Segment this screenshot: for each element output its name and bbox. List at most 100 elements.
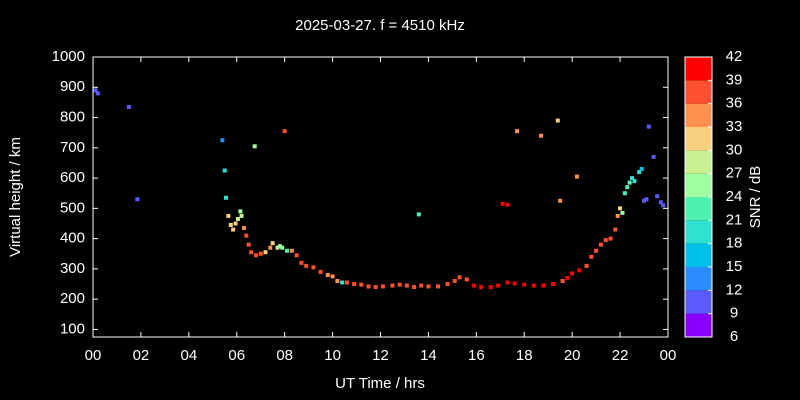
data-point — [464, 277, 469, 282]
data-point — [603, 238, 608, 243]
data-point — [560, 279, 565, 283]
y-tick-label: 700 — [60, 139, 85, 156]
data-point — [642, 198, 647, 203]
colorbar-tick-label: 30 — [726, 141, 743, 158]
data-point — [419, 283, 424, 288]
y-tick-label: 400 — [60, 230, 85, 247]
data-point — [244, 233, 249, 238]
data-point — [93, 88, 98, 93]
data-point — [304, 263, 309, 268]
data-point — [661, 203, 666, 208]
data-point — [445, 282, 450, 287]
data-point — [325, 272, 330, 277]
x-tick-label: 14 — [420, 347, 437, 364]
colorbar-band — [685, 57, 712, 81]
data-point — [570, 271, 575, 276]
data-point — [270, 241, 275, 246]
data-point — [380, 284, 385, 289]
data-point — [426, 284, 431, 289]
data-point — [277, 244, 282, 249]
colorbar-band — [685, 197, 712, 221]
data-point — [282, 129, 287, 134]
data-point — [651, 154, 656, 159]
colorbar-tick-label: 42 — [726, 48, 743, 65]
data-point — [512, 281, 517, 286]
data-point — [253, 253, 258, 258]
data-point — [615, 213, 620, 218]
data-point — [658, 200, 663, 205]
data-point — [235, 216, 240, 221]
data-point — [618, 206, 623, 211]
data-point — [541, 283, 546, 288]
data-point — [505, 280, 510, 285]
x-tick-label: 00 — [85, 347, 102, 364]
data-point — [318, 269, 323, 274]
data-point — [344, 280, 349, 285]
data-point — [457, 275, 462, 280]
data-point — [294, 253, 299, 258]
data-point — [263, 250, 268, 255]
data-point — [233, 221, 238, 226]
data-point — [613, 227, 618, 232]
data-point — [335, 279, 340, 283]
data-point — [479, 285, 484, 290]
data-point — [373, 285, 378, 290]
y-tick-label: 600 — [60, 169, 85, 186]
colorbar-label: SNR / dB — [747, 166, 764, 229]
data-point — [608, 236, 613, 241]
data-point — [522, 282, 527, 287]
data-point — [226, 213, 231, 218]
data-point — [222, 168, 227, 173]
colorbar-band — [685, 127, 712, 151]
data-point — [231, 227, 236, 232]
data-point — [594, 248, 599, 253]
y-tick-label: 500 — [60, 199, 85, 216]
x-tick-label: 10 — [324, 347, 341, 364]
data-point — [627, 180, 632, 185]
data-point — [555, 118, 560, 123]
data-point — [584, 263, 589, 268]
x-tick-label: 20 — [564, 347, 581, 364]
colorbar-band — [685, 173, 712, 197]
data-point — [539, 133, 544, 138]
data-point — [359, 282, 364, 287]
data-point — [655, 194, 660, 199]
data-point — [436, 284, 440, 289]
data-point — [366, 284, 371, 289]
data-point — [268, 245, 273, 250]
data-point — [289, 248, 294, 253]
colorbar-tick-label: 36 — [726, 95, 743, 112]
colorbar-band — [685, 290, 712, 314]
data-point — [330, 274, 335, 279]
data-point — [639, 167, 644, 171]
chart-title: 2025-03-27. f = 4510 kHz — [295, 17, 465, 34]
data-point — [220, 138, 225, 143]
data-point — [565, 275, 570, 280]
data-point — [515, 129, 520, 134]
data-point — [135, 197, 140, 202]
x-tick-label: 16 — [468, 347, 485, 364]
data-point — [625, 185, 630, 190]
plot-frame — [92, 56, 669, 338]
y-tick-label: 1000 — [52, 48, 85, 65]
data-point — [630, 176, 635, 181]
data-point — [252, 144, 257, 149]
data-point — [126, 104, 131, 109]
x-tick-label: 22 — [612, 347, 629, 364]
data-point — [488, 285, 493, 290]
y-tick-label: 100 — [60, 320, 85, 337]
data-point — [258, 251, 263, 256]
data-point — [531, 283, 536, 288]
x-tick-label: 12 — [372, 347, 389, 364]
data-point — [622, 191, 627, 196]
data-point — [239, 213, 244, 218]
data-point — [397, 282, 402, 287]
data-point — [275, 245, 280, 250]
data-point — [500, 201, 505, 206]
data-point — [238, 209, 243, 214]
colorbar-tick-label: 9 — [730, 305, 738, 322]
data-point — [598, 242, 603, 247]
colorbar-tick-label: 24 — [726, 188, 743, 205]
data-point — [249, 250, 254, 255]
